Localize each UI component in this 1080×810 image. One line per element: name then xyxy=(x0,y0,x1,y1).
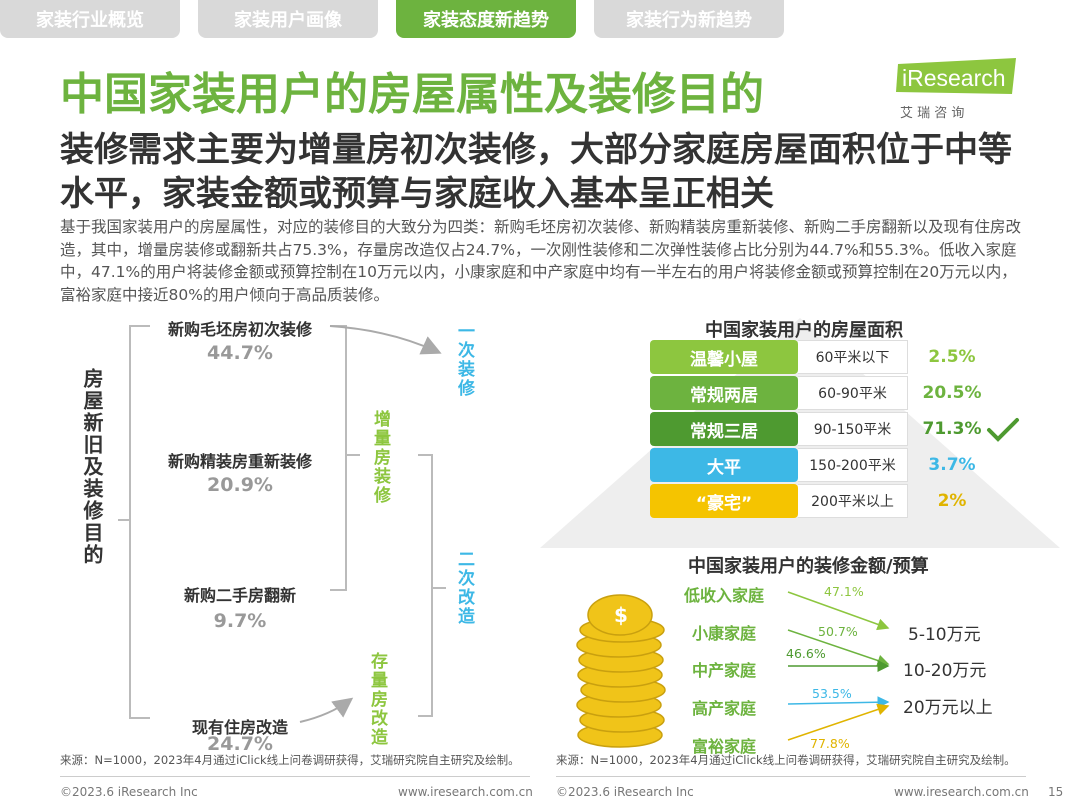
area-pct: 20.5% xyxy=(922,383,982,403)
family-high: 高产家庭 xyxy=(692,699,757,718)
budget-level-2: 10-20万元 xyxy=(903,661,987,681)
area-range: 90-150平米 xyxy=(798,412,908,446)
logo-subtext: 艾 瑞 咨 询 xyxy=(900,106,965,121)
arrow-pct-low: 47.1% xyxy=(824,584,864,599)
budget-title: 中国家装用户的装修金额/预算 xyxy=(688,556,929,577)
description: 基于我国家装用户的房屋属性，对应的装修目的大致分为四类：新购毛坯房初次装修、新购… xyxy=(60,218,1022,304)
family-rich: 富裕家庭 xyxy=(692,737,757,756)
area-title: 中国家装用户的房屋面积 xyxy=(705,320,903,341)
footer-copyright-left: ©2023.6 iResearch Inc xyxy=(60,785,198,799)
area-type-label: 常规两居 xyxy=(650,376,798,410)
family-low: 低收入家庭 xyxy=(684,586,765,605)
source-note-left: 来源：N=1000，2023年4月通过iClick线上问卷调研获得，艾瑞研究院自… xyxy=(60,753,520,767)
purpose-connectors xyxy=(118,325,446,723)
area-pct: 71.3% xyxy=(922,419,982,439)
area-type-label: “豪宅” xyxy=(650,484,798,518)
footer-divider-right xyxy=(556,776,1026,777)
tab-behavior-trends[interactable]: 家装行为新趋势 xyxy=(594,0,784,38)
item-pct-rough: 44.7% xyxy=(207,342,273,364)
check-icon xyxy=(987,418,1019,442)
svg-text:$: $ xyxy=(614,603,628,627)
source-note-right: 来源：N=1000，2023年4月通过iClick线上问卷调研获得，艾瑞研究院自… xyxy=(556,753,1016,767)
tab-user-profile[interactable]: 家装用户画像 xyxy=(198,0,378,38)
arrow-low xyxy=(787,591,890,631)
area-range: 60-90平米 xyxy=(798,376,908,410)
area-range: 60平米以下 xyxy=(798,340,908,374)
tab-industry-overview[interactable]: 家装行业概览 xyxy=(0,0,180,38)
item-pct-existing: 24.7% xyxy=(207,733,273,755)
item-label-rough: 新购毛坯房初次装修 xyxy=(167,320,313,339)
budget-level-3: 20万元以上 xyxy=(903,698,993,718)
svg-text:iResearch: iResearch xyxy=(902,65,1006,91)
iresearch-logo: iResearch 艾 瑞 咨 询 xyxy=(890,58,1030,128)
group-stock: 存量房改造 xyxy=(367,652,387,747)
item-label-finished: 新购精装房重新装修 xyxy=(167,452,313,471)
area-row: “豪宅” 200平米以上 2% xyxy=(650,484,1000,518)
item-pct-secondhand: 9.7% xyxy=(213,610,267,632)
page-number: 15 xyxy=(1048,785,1064,799)
item-pct-finished: 20.9% xyxy=(207,474,273,496)
item-label-secondhand: 新购二手房翻新 xyxy=(183,586,297,605)
subtitle: 装修需求主要为增量房初次装修，大部分家庭房屋面积位于中等水平，家装金额或预算与家… xyxy=(60,130,1012,214)
area-row: 常规两居 60-90平米 20.5% xyxy=(650,376,1000,410)
area-row: 常规三居 90-150平米 71.3% xyxy=(650,412,1000,446)
area-pct: 2% xyxy=(937,491,967,511)
arrow-pct-xiaokang: 50.7% xyxy=(818,624,858,639)
coin-stack-icon: $ xyxy=(576,594,666,748)
tab-attitude-trends[interactable]: 家装态度新趋势 xyxy=(396,0,576,38)
family-xiaokang: 小康家庭 xyxy=(692,624,757,643)
purpose-root-label: 房屋新旧及装修目的 xyxy=(80,368,104,566)
area-type-label: 常规三居 xyxy=(650,412,798,446)
budget-level-1: 5-10万元 xyxy=(908,625,981,645)
arrow-pct-high: 53.5% xyxy=(812,686,852,701)
area-row: 温馨小屋 60平米以下 2.5% xyxy=(650,340,1000,374)
arrow-high xyxy=(787,696,890,709)
group-first: 一次装修 xyxy=(454,322,474,398)
item-label-existing: 现有住房改造 xyxy=(191,718,289,737)
budget-arrows xyxy=(787,591,890,741)
arrow-xiaokang xyxy=(787,629,890,667)
page-title: 中国家装用户的房屋属性及装修目的 xyxy=(60,69,764,120)
arrow-rich xyxy=(787,703,890,741)
footer-url-left[interactable]: www.iresearch.com.cn xyxy=(398,785,533,799)
area-pct: 2.5% xyxy=(928,347,976,367)
footer-copyright-right: ©2023.6 iResearch Inc xyxy=(556,785,694,799)
area-range: 200平米以上 xyxy=(798,484,908,518)
area-row: 大平 150-200平米 3.7% xyxy=(650,448,1000,482)
area-type-label: 温馨小屋 xyxy=(650,340,798,374)
arrow-pct-middle: 46.6% xyxy=(786,646,826,661)
family-middle: 中产家庭 xyxy=(692,661,757,680)
area-pct: 3.7% xyxy=(928,455,976,475)
arrow-pct-rich: 77.8% xyxy=(810,736,850,751)
group-second: 二次改造 xyxy=(454,550,474,626)
area-type-label: 大平 xyxy=(650,448,798,482)
group-incremental: 增量房装修 xyxy=(370,410,390,505)
footer-url-right[interactable]: www.iresearch.com.cn xyxy=(894,785,1029,799)
area-range: 150-200平米 xyxy=(798,448,908,482)
footer-divider-left xyxy=(60,776,530,777)
